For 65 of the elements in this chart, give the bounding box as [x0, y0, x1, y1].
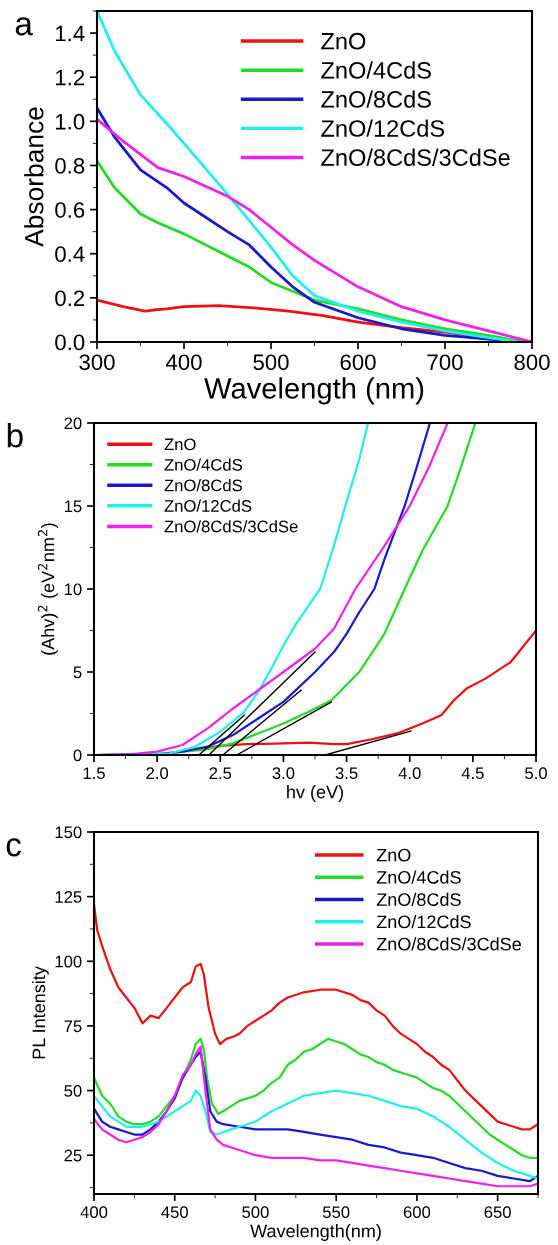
legend-label: ZnO: [321, 32, 366, 50]
y-axis-title: (Ahv)$^{2}$ (eV$^{2}$nm$^{2}$): [37, 523, 58, 655]
x-tick-label: 600: [403, 1206, 431, 1219]
legend-label: ZnO/12CdS: [376, 914, 471, 929]
y-tick-label: 0.4: [55, 246, 85, 262]
x-tick-label: 450: [161, 1206, 188, 1219]
legend-label: ZnO/4CdS: [321, 61, 431, 79]
x-tick-label: 5.0: [525, 767, 547, 780]
legend-label: ZnO/4CdS: [376, 870, 461, 884]
legend-label: ZnO/12CdS: [164, 499, 252, 512]
y-tick-label: 150: [55, 826, 82, 839]
legend-label: ZnO/8CdS: [164, 479, 242, 492]
y-tick-label: 0.8: [55, 158, 85, 174]
x-tick-label: 650: [484, 1206, 511, 1219]
y-tick-label: 1.4: [56, 25, 85, 42]
y-tick-label: 25: [64, 1149, 82, 1162]
y-tick-label: 75: [64, 1020, 82, 1033]
x-tick-label: 600: [340, 354, 376, 371]
x-tick-label: 4.5: [461, 767, 484, 780]
x-tick-label: 550: [322, 1206, 350, 1219]
legend-label: ZnO: [164, 438, 196, 451]
x-tick-label: 700: [427, 354, 463, 371]
x-axis-title: Wavelength (nm): [204, 377, 424, 405]
chart-title: b: [7, 423, 23, 448]
y-tick-label: 125: [55, 891, 82, 903]
x-tick-label: 1.5: [83, 767, 105, 780]
x-tick-label: 800: [514, 354, 550, 371]
x-tick-label: 2.5: [209, 767, 232, 780]
legend-label: ZnO/4CdS: [164, 458, 242, 471]
chart-title: c: [6, 838, 21, 857]
y-tick-label: 10: [64, 583, 82, 596]
x-axis-title: hv (eV): [287, 785, 343, 802]
y-tick-label: 50: [64, 1084, 82, 1097]
x-tick-label: 400: [80, 1206, 108, 1219]
legend-label: ZnO/8CdS/3CdSe: [164, 520, 298, 533]
y-tick-label: 0: [73, 749, 82, 762]
y-axis-title: Absorbance: [24, 107, 44, 247]
y-tick-label: 1.0: [56, 113, 85, 130]
y-tick-label: 0.0: [55, 334, 85, 351]
y-tick-label: 20: [64, 417, 82, 430]
x-tick-label: 500: [242, 1206, 269, 1219]
legend-label: ZnO/8CdS: [321, 90, 431, 108]
x-tick-label: 400: [165, 354, 202, 371]
x-tick-label: 3.5: [335, 767, 358, 780]
y-axis-title: PL Intensity: [32, 966, 49, 1059]
y-tick-label: 15: [64, 500, 82, 513]
x-tick-label: 3.0: [272, 767, 295, 780]
x-tick-label: 4.0: [398, 767, 421, 780]
legend-label: ZnO/12CdS: [321, 119, 445, 137]
legend-label: ZnO: [376, 848, 411, 862]
y-tick-label: 100: [55, 955, 82, 968]
legend-label: ZnO/8CdS: [376, 892, 461, 907]
y-tick-label: 0.6: [55, 202, 85, 218]
line-series: [94, 1089, 538, 1180]
y-tick-label: 0.2: [55, 290, 85, 307]
x-tick-label: 300: [79, 354, 115, 371]
legend-label: ZnO/8CdS/3CdSe: [376, 937, 521, 951]
x-axis-title: Wavelength(nm): [250, 1224, 381, 1241]
line-series: [94, 1037, 538, 1159]
chart-title: a: [15, 17, 33, 36]
legend-label: ZnO/8CdS/3CdSe: [321, 148, 510, 166]
y-tick-label: 5: [73, 666, 82, 679]
x-tick-label: 500: [253, 354, 289, 371]
x-tick-label: 2.0: [146, 767, 169, 780]
y-tick-label: 1.2: [56, 69, 85, 86]
